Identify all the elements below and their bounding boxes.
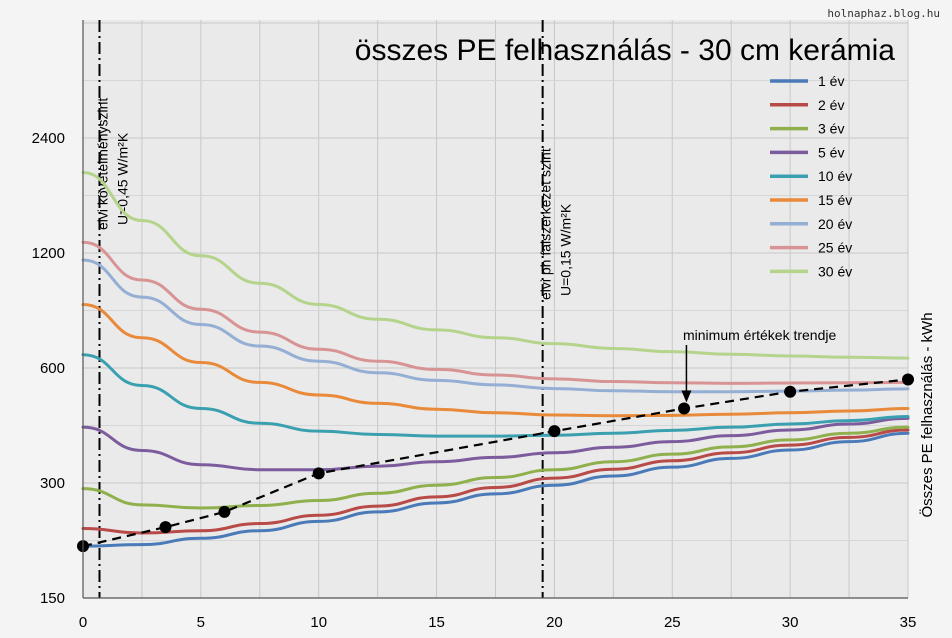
y-tick-label: 150 bbox=[40, 590, 65, 607]
series-line bbox=[81, 416, 910, 472]
trend-point bbox=[784, 385, 797, 398]
trend-point bbox=[159, 521, 172, 534]
y-axis-label: Összes PE felhasználás - kWh bbox=[918, 312, 936, 517]
trend-point bbox=[902, 373, 914, 386]
series-line bbox=[81, 353, 910, 438]
y-tick-label: 1200 bbox=[32, 245, 65, 262]
legend-label: 2 év bbox=[818, 97, 844, 113]
trend-point bbox=[548, 425, 561, 438]
legend-label: 20 év bbox=[818, 216, 852, 232]
x-tick-label: 35 bbox=[900, 614, 917, 631]
series-line bbox=[81, 258, 910, 394]
legend-label: 25 év bbox=[818, 240, 852, 256]
legend-label: 3 év bbox=[818, 121, 844, 137]
reference-label-u: U=0,15 W/m²K bbox=[558, 203, 574, 296]
x-tick-label: 5 bbox=[197, 614, 205, 631]
series-line bbox=[81, 431, 910, 548]
y-tick-label: 2400 bbox=[32, 130, 65, 147]
legend-label: 30 év bbox=[818, 263, 852, 279]
trend-point bbox=[678, 402, 691, 415]
series-line bbox=[81, 170, 910, 360]
x-tick-label: 25 bbox=[664, 614, 681, 631]
trend-point bbox=[218, 505, 231, 518]
x-tick-label: 20 bbox=[546, 614, 563, 631]
reference-label-u: U=0,45 W/m²K bbox=[115, 132, 131, 225]
series-line bbox=[81, 428, 910, 535]
trend-line bbox=[82, 378, 909, 548]
y-tick-label: 600 bbox=[40, 360, 65, 377]
legend-label: 10 év bbox=[818, 168, 852, 184]
watermark: holnaphaz.blog.hu bbox=[827, 7, 940, 20]
legend-label: 5 év bbox=[818, 144, 844, 160]
trend-point bbox=[312, 467, 325, 480]
y-tick-label: 300 bbox=[40, 475, 65, 492]
series-line bbox=[81, 302, 910, 418]
legend-label: 1 év bbox=[818, 73, 844, 89]
reference-label: elvi ph falszerkezet szint bbox=[538, 148, 554, 300]
chart-title: összes PE felhasználás - 30 cm kerámia bbox=[355, 34, 896, 67]
trend-annotation: minimum értékek trendje bbox=[683, 327, 836, 343]
x-tick-label: 0 bbox=[79, 614, 87, 631]
reference-label: elvi követelményszint bbox=[95, 98, 111, 230]
x-tick-label: 30 bbox=[782, 614, 799, 631]
x-tick-label: 10 bbox=[310, 614, 327, 631]
trend-arrow-head bbox=[681, 390, 692, 403]
x-tick-label: 15 bbox=[428, 614, 445, 631]
legend-label: 15 év bbox=[818, 192, 852, 208]
series-line bbox=[81, 240, 910, 385]
